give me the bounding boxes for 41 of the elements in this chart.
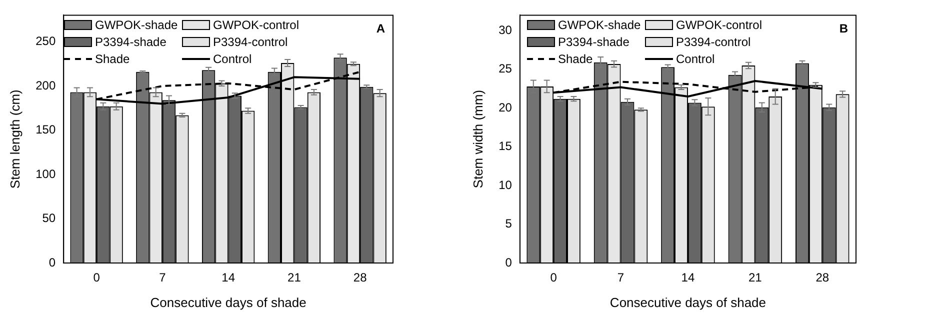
y-tick-label: 5 (505, 216, 512, 231)
legend-label: GWPOK-control (213, 18, 300, 32)
y-tick-label: 150 (36, 122, 56, 137)
x-tick-label: 7 (617, 270, 624, 285)
y-axis-title: Stem length (cm) (7, 90, 22, 189)
legend-label: P3394-shade (558, 35, 630, 49)
legend-label: Shade (95, 52, 130, 66)
y-tick-label: 20 (498, 100, 512, 114)
x-tick-label: 0 (93, 270, 100, 285)
y-tick-label: 30 (498, 23, 512, 37)
y-axis-title: Stem width (mm) (470, 90, 486, 188)
annotation: A (376, 22, 386, 36)
x-tick-label: 28 (816, 270, 830, 285)
x-tick-label: 14 (681, 270, 695, 285)
annotation: B (839, 22, 848, 36)
y-tick-label: 100 (36, 166, 56, 181)
legend-label: GWPOK-shade (558, 18, 641, 32)
x-axis-title: Consecutive days of shade (610, 294, 766, 310)
y-tick-label: 0 (505, 255, 512, 270)
x-tick-label: 21 (748, 270, 762, 285)
y-tick-label: 25 (498, 62, 512, 76)
x-tick-label: 28 (353, 270, 368, 285)
y-tick-label: 15 (498, 139, 512, 154)
legend-label: Control (676, 52, 715, 66)
x-tick-label: 0 (550, 270, 558, 285)
x-axis-title: Consecutive days of shade (150, 294, 306, 310)
legend-label: P3394-control (676, 35, 751, 49)
legend-label: Control (213, 52, 252, 66)
y-tick-label: 50 (42, 211, 56, 226)
x-tick-label: 7 (159, 270, 166, 285)
legend-label: GWPOK-control (676, 18, 762, 32)
y-tick-label: 250 (36, 34, 56, 48)
y-tick-label: 10 (498, 178, 512, 192)
legend-label: GWPOK-shade (95, 18, 178, 32)
x-tick-label: 14 (222, 270, 236, 285)
x-tick-label: 21 (288, 270, 302, 285)
legend-label: P3394-control (213, 35, 288, 49)
legend-label: P3394-shade (95, 35, 166, 49)
legend-label: Shade (558, 52, 593, 66)
y-tick-label: 0 (48, 255, 56, 270)
y-tick-label: 200 (36, 78, 56, 92)
